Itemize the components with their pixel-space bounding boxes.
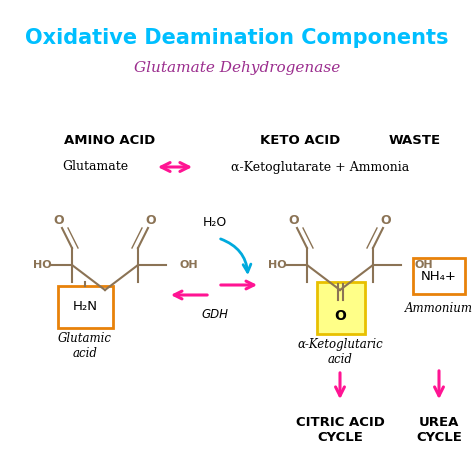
Text: Ammonium: Ammonium (405, 301, 473, 315)
Text: KETO ACID: KETO ACID (260, 134, 340, 146)
Text: OH: OH (415, 260, 434, 270)
Text: HO: HO (33, 260, 52, 270)
Bar (413, 258, 465, 294)
Text: H₂N: H₂N (73, 301, 98, 313)
Text: Glutamate: Glutamate (62, 161, 128, 173)
Text: α-Ketoglutaric
acid: α-Ketoglutaric acid (297, 338, 383, 366)
Text: O: O (54, 213, 64, 227)
Text: O: O (334, 309, 346, 323)
Text: O: O (289, 213, 299, 227)
Text: H₂O: H₂O (203, 216, 227, 228)
Text: GDH: GDH (201, 309, 228, 321)
Text: O: O (146, 213, 156, 227)
Text: UREA
CYCLE: UREA CYCLE (416, 416, 462, 444)
Text: Glutamate Dehydrogenase: Glutamate Dehydrogenase (134, 61, 340, 75)
Bar (58, 286, 113, 328)
Text: O: O (381, 213, 392, 227)
Text: WASTE: WASTE (389, 134, 441, 146)
Bar (317, 282, 365, 334)
Text: Oxidative Deamination Components: Oxidative Deamination Components (25, 28, 449, 48)
Text: AMINO ACID: AMINO ACID (64, 134, 155, 146)
Text: OH: OH (180, 260, 199, 270)
Text: α-Ketoglutarate + Ammonia: α-Ketoglutarate + Ammonia (231, 161, 409, 173)
Text: Glutamic
acid: Glutamic acid (58, 332, 112, 360)
Text: HO: HO (268, 260, 287, 270)
Text: CITRIC ACID
CYCLE: CITRIC ACID CYCLE (296, 416, 384, 444)
Text: NH₄+: NH₄+ (421, 270, 457, 283)
